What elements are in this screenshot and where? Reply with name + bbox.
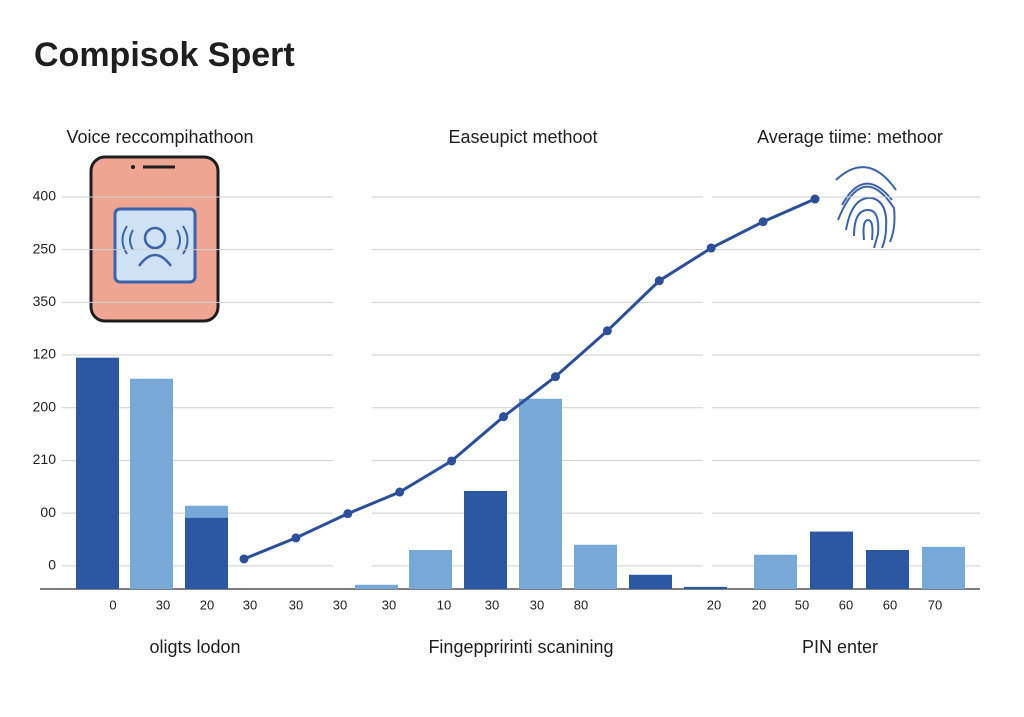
trend-point [499,412,509,422]
y-tick-label: 00 [40,504,56,520]
y-tick-label: 200 [33,398,57,414]
y-tick-label: 350 [33,293,57,309]
bar [810,531,853,589]
trend-point [291,533,301,543]
x-tick-label: 30 [333,597,347,612]
chart-title: Compisok Spert [34,36,295,74]
x-tick-label: 30 [156,597,170,612]
x-tick-label: 30 [243,597,257,612]
bar [684,586,727,589]
bar [754,554,797,589]
x-tick-label: 20 [707,597,721,612]
panel-label: PIN enter [802,637,878,657]
panel-label: oligts lodon [149,637,240,657]
y-tick-label: 400 [33,188,57,204]
y-tick-label: 120 [33,346,57,362]
trend-line [243,197,816,561]
panel-label: Fingeppririnti scanining [428,637,613,657]
trend-point [758,217,768,227]
x-tick-label: 80 [574,597,588,612]
bar [464,490,507,589]
x-tick-label: 30 [382,597,396,612]
x-tick-label: 10 [437,597,451,612]
panel-title: Voice reccompihathoon [66,127,253,147]
bar [185,517,228,589]
bar [519,398,562,589]
x-tick-label: 30 [289,597,303,612]
x-tick-label: 70 [928,597,942,612]
bar [409,550,452,589]
x-tick-label: 0 [109,597,116,612]
x-tick-label: 20 [752,597,766,612]
x-tick-label: 60 [883,597,897,612]
trend-point [395,487,405,497]
y-tick-label: 210 [33,451,57,467]
trend-point [447,456,457,466]
x-tick-label: 30 [485,597,499,612]
y-tick-label: 250 [33,240,57,256]
x-tick-label: 20 [200,597,214,612]
bar [130,378,173,589]
bar [629,574,672,589]
trend-point [706,243,716,253]
x-tick-label: 30 [530,597,544,612]
bar [76,357,119,589]
x-tick-label: 60 [839,597,853,612]
panel-title: Average tiime: methoor [757,127,943,147]
fingerprint-icon [835,166,897,249]
x-tick-label: 50 [795,597,809,612]
trend-point [550,372,560,382]
bar [922,546,965,589]
trend-point [810,194,820,204]
trend-point [343,509,353,519]
trend-point [239,554,249,564]
bar [866,550,909,589]
bar [574,544,617,589]
panel-title: Easeupict methoot [448,127,597,147]
phone-icon [89,155,220,323]
trend-point [602,326,612,336]
y-tick-label: 0 [48,557,56,573]
bar [355,584,398,589]
trend-point [654,276,664,286]
